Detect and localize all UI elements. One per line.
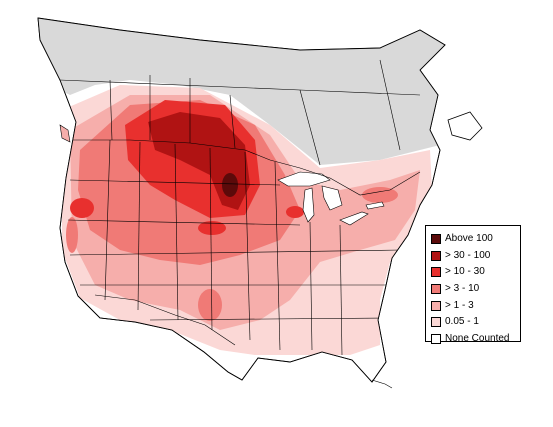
- us-canada-border: [70, 139, 421, 196]
- state-line: [137, 141, 141, 311]
- state-line: [174, 143, 179, 321]
- legend-item: > 3 - 10: [431, 281, 520, 297]
- great-lakes: [277, 171, 385, 226]
- province-line: [109, 79, 113, 141]
- abundance-patch-3-10: [66, 217, 78, 253]
- abundance-patch-10-30: [286, 206, 304, 218]
- legend-item: None Counted: [431, 331, 520, 347]
- abundance-patch-10-30: [70, 198, 94, 218]
- coastline: [37, 17, 446, 383]
- abundance-patch-3-10: [362, 187, 398, 203]
- abundance-region-above-100: [222, 173, 238, 197]
- state-line: [69, 249, 401, 256]
- abundance-patch-10-30: [198, 221, 226, 235]
- legend: Above 100 > 30 - 100 > 10 - 30 > 3 - 10 > 1 …: [425, 225, 521, 345]
- legend-label: > 10 - 30: [445, 266, 485, 278]
- state-line: [67, 219, 301, 226]
- legend-label: > 1 - 3: [445, 299, 474, 311]
- legend-item: > 10 - 30: [431, 264, 520, 280]
- legend-swatch: [431, 250, 441, 261]
- us-mexico-border: [94, 294, 236, 346]
- legend-swatch: [431, 234, 441, 244]
- abundance-patch-3-10: [198, 289, 222, 321]
- legend-swatch: [431, 284, 441, 295]
- state-line: [339, 224, 343, 356]
- province-line: [379, 59, 401, 151]
- state-line: [244, 151, 251, 341]
- legend-label: > 3 - 10: [445, 283, 480, 295]
- legend-item: > 30 - 100: [431, 248, 520, 264]
- legend-swatch: [431, 317, 441, 328]
- newfoundland-island: [447, 111, 483, 141]
- lake-huron: [321, 185, 343, 211]
- lake-michigan: [302, 187, 315, 223]
- legend-label: > 30 - 100: [445, 249, 491, 261]
- vancouver-island: [59, 124, 71, 143]
- florida-keys: [371, 379, 393, 389]
- legend-label: 0.05 - 1: [445, 316, 479, 328]
- political-boundaries: [59, 59, 421, 356]
- legend-item: > 1 - 3: [431, 298, 520, 314]
- legend-label: Above 100: [445, 233, 493, 244]
- legend-item: 0.05 - 1: [431, 314, 520, 330]
- state-line: [209, 147, 213, 331]
- legend-swatch: [431, 267, 441, 278]
- lake-ontario: [365, 201, 385, 210]
- lake-superior: [277, 171, 331, 187]
- province-line: [299, 89, 321, 166]
- state-line: [69, 179, 281, 186]
- state-line: [149, 317, 386, 321]
- province-line: [229, 94, 236, 149]
- legend-swatch: [431, 334, 441, 345]
- state-line: [104, 139, 111, 301]
- legend-label: None Counted: [445, 333, 510, 345]
- legend-swatch: [431, 300, 441, 311]
- legend-item: Above 100: [431, 231, 520, 247]
- lake-erie: [339, 211, 369, 226]
- state-line: [309, 221, 313, 351]
